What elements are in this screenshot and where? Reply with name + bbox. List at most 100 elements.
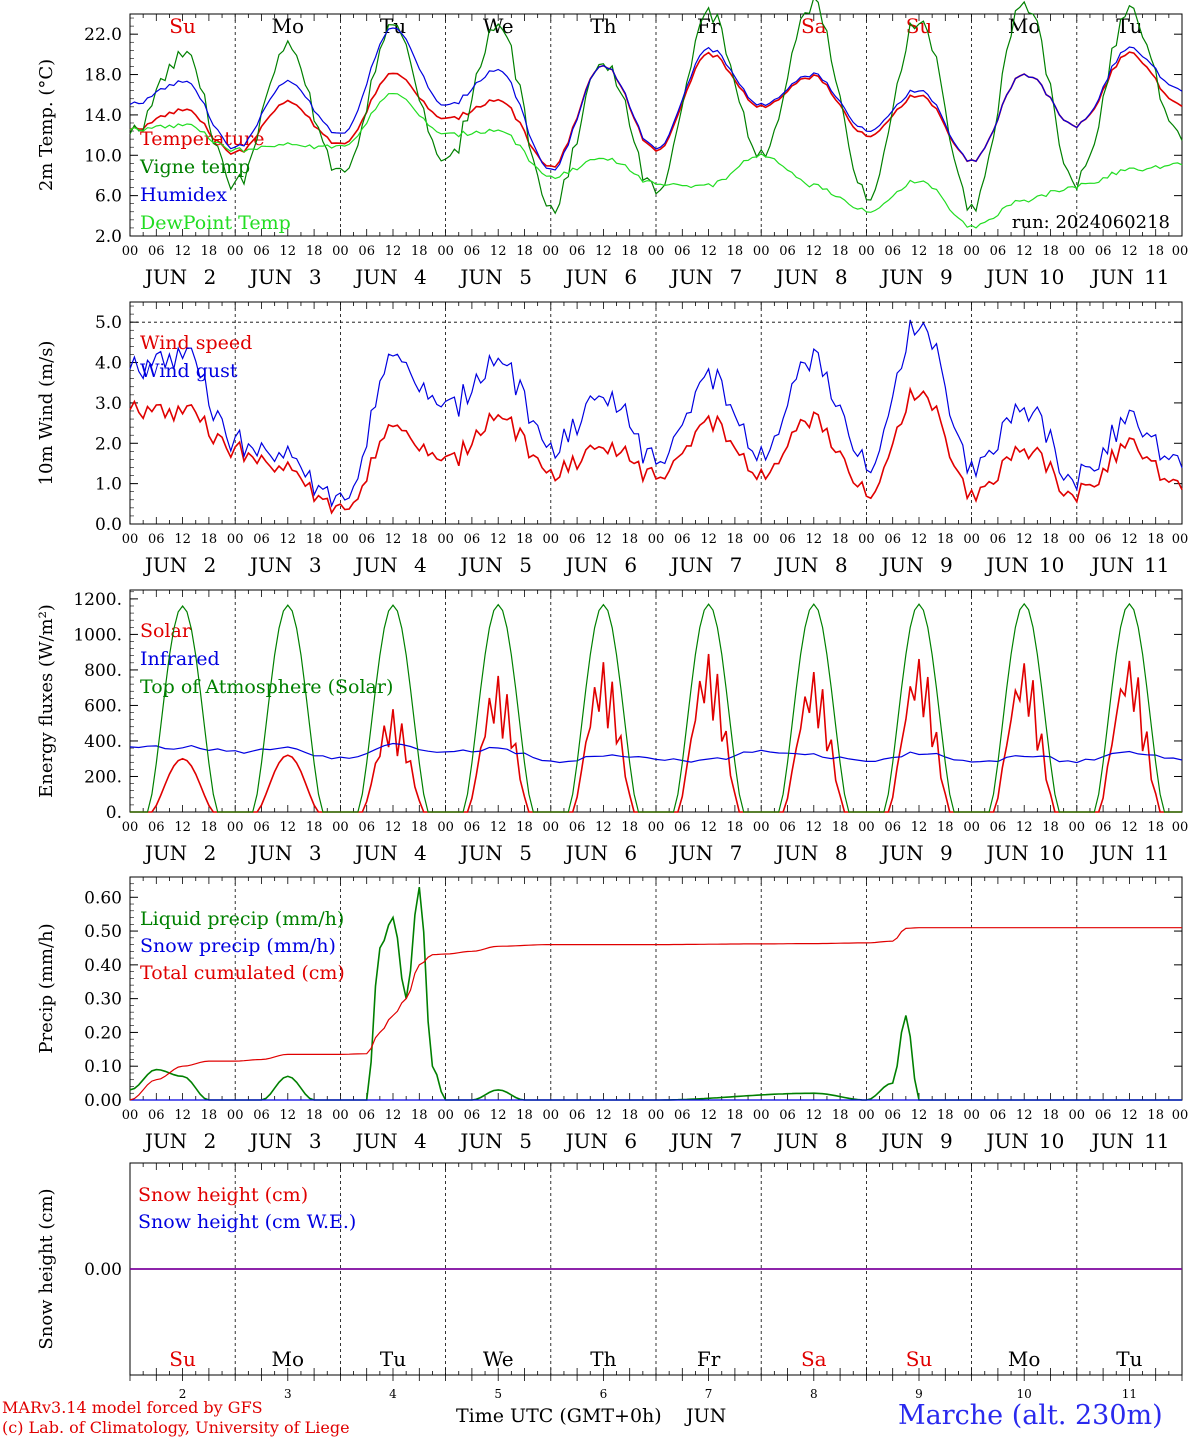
x-tick-label: 18	[727, 1108, 744, 1123]
x-month-label: JUN	[879, 841, 923, 865]
y-tick-label: 200.	[84, 767, 122, 787]
x-month-label: JUN	[1090, 553, 1134, 577]
x-month-label: JUN	[353, 841, 397, 865]
x-tick-label: 00	[963, 244, 980, 259]
x-tick-label: 12	[700, 820, 717, 835]
y-axis-label: Precip (mm/h)	[36, 923, 57, 1053]
x-tick-label: 12	[595, 244, 612, 259]
x-tick-label: 06	[990, 532, 1007, 547]
x-tick-label: 00	[753, 820, 770, 835]
x-tick-label: 06	[779, 1108, 796, 1123]
x-tick-label: 06	[464, 1108, 481, 1123]
x-tick-label: 06	[779, 820, 796, 835]
x-tick-label: 18	[1147, 532, 1164, 547]
weekday-label: Su	[906, 1347, 933, 1371]
x-day-label: 4	[414, 841, 427, 865]
x-day-label: 4	[414, 553, 427, 577]
x-day-label: 8	[810, 1387, 818, 1401]
legend-entry: Temperature	[140, 128, 264, 150]
x-tick-label: 12	[280, 1108, 297, 1123]
y-tick-label: 2.0	[95, 227, 122, 247]
x-tick-label: 12	[280, 244, 297, 259]
series-line	[130, 602, 1182, 813]
x-tick-label: 18	[411, 820, 428, 835]
x-tick-label: 00	[332, 532, 349, 547]
x-day-label: 2	[204, 1129, 217, 1153]
x-tick-label: 12	[911, 1108, 928, 1123]
x-day-label: 10	[1039, 553, 1064, 577]
x-tick-label: 12	[806, 820, 823, 835]
x-day-label: 11	[1122, 1387, 1137, 1401]
x-tick-label: 00	[1172, 532, 1189, 547]
legend-entry: Total cumulated (cm)	[140, 962, 345, 984]
weekday-label: We	[483, 14, 514, 38]
x-month-label: JUN	[669, 841, 713, 865]
x-tick-label: 18	[621, 820, 638, 835]
y-tick-label: 10.0	[84, 146, 122, 166]
x-tick-label: 00	[543, 1108, 560, 1123]
x-tick-label: 00	[332, 244, 349, 259]
x-tick-label: 18	[832, 244, 849, 259]
x-day-label: 6	[624, 841, 637, 865]
x-day-label: 10	[1039, 1129, 1064, 1153]
weekday-label: Su	[169, 1347, 196, 1371]
x-month-label: JUN	[984, 1129, 1028, 1153]
x-tick-label: 06	[569, 244, 586, 259]
x-tick-label: 12	[595, 1108, 612, 1123]
x-tick-label: 18	[1147, 1108, 1164, 1123]
weekday-label: Sa	[801, 1347, 827, 1371]
x-tick-label: 06	[253, 1108, 270, 1123]
x-day-label: 11	[1144, 841, 1169, 865]
x-day-label: 5	[519, 265, 532, 289]
x-tick-label: 18	[1147, 820, 1164, 835]
x-tick-label: 06	[990, 244, 1007, 259]
x-tick-label: 18	[411, 244, 428, 259]
weekday-label: Fr	[697, 1347, 721, 1371]
panel-5: 0.00 Snow height (cm) Su Mo Tu We Th Fr Sa Su Mo Tu…	[36, 1162, 1183, 1376]
y-tick-label: 0.0	[95, 515, 122, 535]
x-tick-label: 18	[201, 532, 218, 547]
panel-3: 0. 200. 400. 600. 800. 1000. 1200. Energy fluxe…	[36, 589, 1189, 865]
x-day-label: 3	[309, 265, 322, 289]
x-tick-label: 00	[227, 532, 244, 547]
series-line	[129, 927, 1182, 1101]
x-tick-label: 18	[832, 1108, 849, 1123]
x-tick-label: 18	[201, 244, 218, 259]
x-tick-label: 00	[122, 532, 139, 547]
x-day-label: 6	[624, 553, 637, 577]
x-month-label: JUN	[564, 553, 608, 577]
x-tick-label: 18	[832, 820, 849, 835]
x-tick-label: 00	[1172, 820, 1189, 835]
x-month-label: JUN	[248, 553, 292, 577]
x-tick-label: 06	[148, 244, 165, 259]
x-day-label: 2	[204, 841, 217, 865]
x-tick-label: 12	[700, 1108, 717, 1123]
x-tick-label: 00	[332, 1108, 349, 1123]
weekday-label: Mo	[1008, 1347, 1041, 1371]
x-month-label: JUN	[1090, 1129, 1134, 1153]
x-tick-label: 06	[1095, 820, 1112, 835]
x-month-label: JUN	[248, 1129, 292, 1153]
x-tick-label: 00	[1069, 532, 1086, 547]
x-tick-label: 18	[306, 820, 323, 835]
x-tick-label: 00	[122, 820, 139, 835]
weekday-label: Su	[169, 14, 196, 38]
y-tick-label: 14.0	[84, 106, 122, 126]
y-tick-label: 6.0	[95, 187, 122, 207]
x-tick-label: 12	[490, 244, 507, 259]
y-tick-label: 0.00	[84, 1260, 122, 1280]
weekday-label: Th	[590, 14, 616, 38]
x-tick-label: 06	[464, 532, 481, 547]
x-day-label: 10	[1039, 265, 1064, 289]
x-day-label: 6	[624, 265, 637, 289]
x-tick-label: 18	[621, 244, 638, 259]
x-day-label: 7	[730, 841, 743, 865]
x-month-label: JUN	[458, 841, 502, 865]
x-month-label: JUN	[774, 1129, 818, 1153]
x-tick-label: 18	[201, 820, 218, 835]
x-tick-label: 12	[1121, 1108, 1138, 1123]
x-tick-label: 12	[1016, 532, 1033, 547]
y-tick-label: 0.40	[84, 956, 122, 976]
x-tick-label: 06	[148, 532, 165, 547]
x-day-label: 9	[940, 553, 953, 577]
